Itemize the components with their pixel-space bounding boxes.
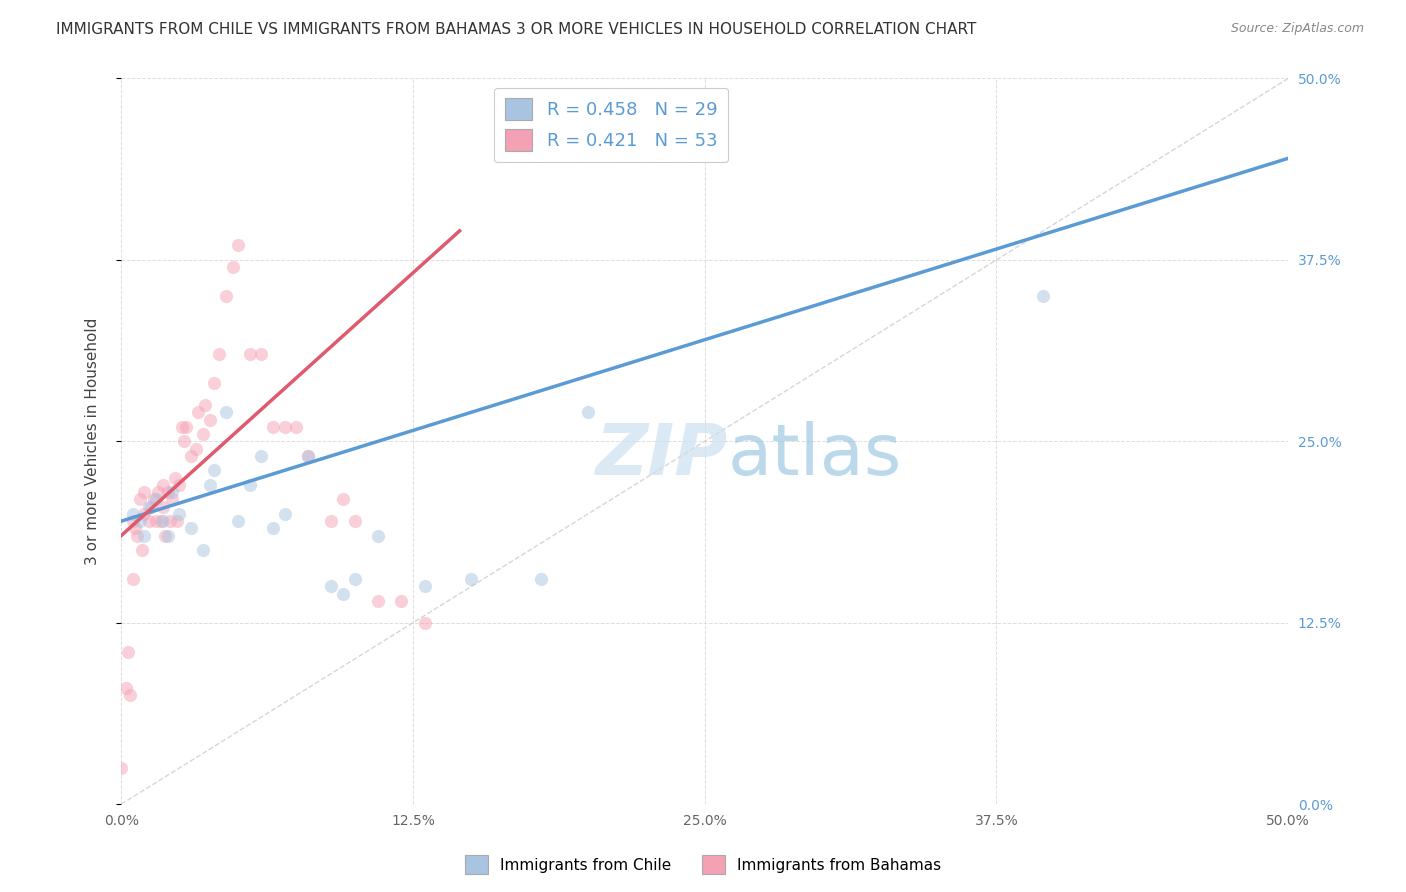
Point: [152, 514, 174, 528]
Point: [148, 485, 170, 500]
Point: [530, 572, 553, 586]
Point: [149, 514, 172, 528]
Point: [389, 594, 412, 608]
Point: [141, 500, 163, 514]
Point: [152, 500, 174, 514]
Point: [134, 507, 156, 521]
Point: [128, 492, 150, 507]
Point: [155, 529, 177, 543]
Point: [321, 514, 343, 528]
Point: [124, 521, 146, 535]
Point: [121, 507, 143, 521]
Point: [134, 529, 156, 543]
Point: [226, 238, 249, 252]
Point: [114, 681, 136, 695]
Point: [138, 514, 160, 528]
Point: [262, 521, 284, 535]
Point: [262, 420, 284, 434]
Point: [367, 529, 389, 543]
Point: [226, 514, 249, 528]
Point: [152, 478, 174, 492]
Point: [117, 645, 139, 659]
Point: [173, 434, 195, 449]
Point: [250, 347, 273, 361]
Point: [332, 492, 354, 507]
Point: [131, 543, 153, 558]
Point: [187, 405, 209, 419]
Point: [121, 572, 143, 586]
Point: [321, 580, 343, 594]
Point: [413, 615, 436, 630]
Point: [285, 420, 308, 434]
Point: [238, 347, 260, 361]
Point: [156, 485, 179, 500]
Point: [127, 529, 149, 543]
Point: [1032, 289, 1054, 303]
Point: [204, 463, 226, 477]
Point: [142, 492, 165, 507]
Point: [145, 514, 167, 528]
Point: [367, 594, 389, 608]
Text: atlas: atlas: [728, 421, 903, 491]
Point: [191, 543, 214, 558]
Point: [297, 449, 319, 463]
Point: [163, 470, 186, 484]
Point: [162, 492, 184, 507]
Point: [215, 405, 238, 419]
Point: [162, 485, 184, 500]
Point: [110, 761, 132, 775]
Legend: Immigrants from Chile, Immigrants from Bahamas: Immigrants from Chile, Immigrants from B…: [458, 849, 948, 880]
Point: [191, 427, 214, 442]
Point: [413, 580, 436, 594]
Point: [169, 507, 191, 521]
Text: IMMIGRANTS FROM CHILE VS IMMIGRANTS FROM BAHAMAS 3 OR MORE VEHICLES IN HOUSEHOLD: IMMIGRANTS FROM CHILE VS IMMIGRANTS FROM…: [56, 22, 977, 37]
Point: [460, 572, 482, 586]
Legend: R = 0.458   N = 29, R = 0.421   N = 53: R = 0.458 N = 29, R = 0.421 N = 53: [495, 87, 728, 162]
Point: [343, 514, 366, 528]
Point: [250, 449, 273, 463]
Point: [215, 289, 238, 303]
Point: [120, 689, 142, 703]
Point: [180, 449, 202, 463]
Point: [204, 376, 226, 391]
Point: [176, 420, 198, 434]
Point: [194, 398, 217, 412]
Point: [208, 347, 231, 361]
Point: [332, 587, 354, 601]
Point: [169, 478, 191, 492]
Point: [134, 485, 156, 500]
Text: Source: ZipAtlas.com: Source: ZipAtlas.com: [1230, 22, 1364, 36]
Point: [198, 412, 221, 426]
Y-axis label: 3 or more Vehicles in Household: 3 or more Vehicles in Household: [86, 318, 100, 565]
Point: [222, 260, 245, 275]
Point: [145, 492, 167, 507]
Point: [156, 529, 179, 543]
Point: [184, 442, 207, 456]
Point: [343, 572, 366, 586]
Point: [138, 500, 160, 514]
Point: [273, 420, 295, 434]
Text: ZIP: ZIP: [596, 421, 728, 491]
Point: [273, 507, 295, 521]
Point: [180, 521, 202, 535]
Point: [198, 478, 221, 492]
Point: [166, 514, 188, 528]
Point: [576, 405, 599, 419]
Point: [128, 514, 150, 528]
Point: [170, 420, 193, 434]
Point: [297, 449, 319, 463]
Point: [121, 514, 143, 528]
Point: [159, 514, 181, 528]
Point: [238, 478, 260, 492]
